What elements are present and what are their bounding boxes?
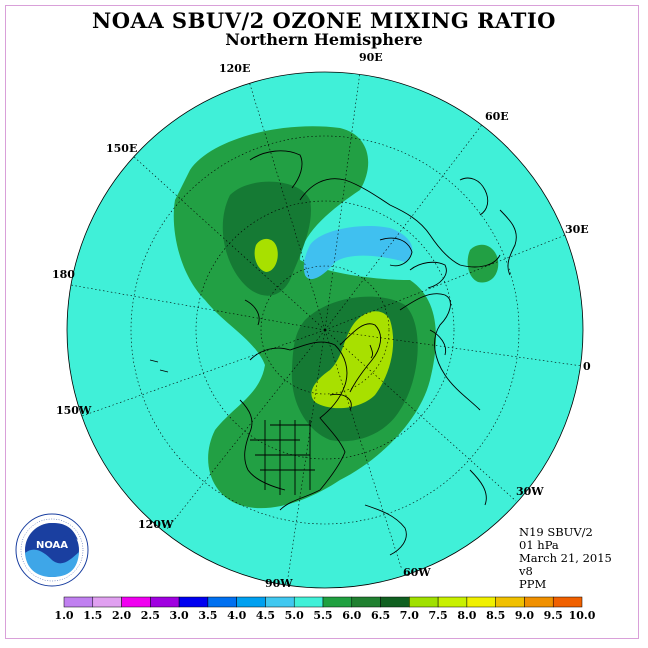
colorbar-swatch — [236, 596, 266, 608]
info-date: March 21, 2015 — [519, 551, 612, 565]
info-level: 01 hPa — [519, 538, 559, 552]
colorbar-tick-label: 5.0 — [285, 609, 304, 622]
graticule — [70, 72, 583, 585]
lon-label-30e: 30E — [565, 223, 589, 236]
colorbar-swatch — [495, 596, 525, 608]
colorbar-tick-label: 8.5 — [486, 609, 505, 622]
colorbar-tick-label: 9.5 — [544, 609, 563, 622]
colorbar-tick-label: 3.5 — [198, 609, 217, 622]
map-disk — [67, 72, 583, 588]
map-subtitle: Northern Hemisphere — [225, 30, 423, 49]
map-title: NOAA SBUV/2 OZONE MIXING RATIO — [92, 8, 556, 33]
colorbar-swatch — [380, 596, 410, 608]
info-units: PPM — [519, 577, 547, 591]
noaa-logo-text: NOAA — [36, 540, 68, 551]
colorbar-swatch — [121, 596, 151, 608]
info-block: N19 SBUV/2 01 hPa March 21, 2015 v8 PPM — [519, 526, 612, 591]
info-satellite: N19 SBUV/2 — [519, 525, 593, 539]
colorbar-tick-label: 4.0 — [227, 609, 246, 622]
colorbar-swatch — [322, 596, 353, 608]
colorbar-tick-label: 1.0 — [54, 609, 73, 622]
colorbar-tick-label: 10.0 — [569, 609, 596, 622]
lon-label-120w: 120W — [138, 518, 174, 531]
colorbar-tick-label: 7.0 — [400, 609, 419, 622]
lon-label-60w: 60W — [403, 566, 431, 579]
colorbar-swatch — [92, 596, 122, 608]
lon-label-60e: 60E — [485, 110, 509, 123]
colorbar-swatch — [409, 596, 439, 608]
colorbar-swatch — [293, 596, 324, 608]
colorbar-swatch — [150, 596, 180, 608]
colorbar-tick-label: 3.0 — [170, 609, 189, 622]
info-version: v8 — [519, 564, 533, 578]
colorbar-swatch — [207, 596, 237, 608]
field-max-atlantic — [311, 311, 394, 409]
map-border — [66, 71, 584, 589]
lon-label-150w: 150W — [56, 404, 92, 417]
colorbar-swatch — [552, 596, 583, 608]
page-frame — [5, 5, 639, 639]
lon-label-180: 180 — [52, 268, 75, 281]
lon-label-0: 0 — [583, 360, 591, 373]
field-green-east — [467, 244, 499, 283]
colorbar-tick-label: 9.0 — [515, 609, 534, 622]
colorbar-swatch — [63, 596, 94, 608]
field-max-asia — [254, 238, 278, 272]
colorbar: 1.0 1.5 2.0 2.5 3.0 3.5 4.0 4.5 5.0 5.5 6.0 6.5 7.0 7… — [54, 596, 596, 622]
colorbar-swatch — [178, 596, 209, 608]
colorbar-swatch — [466, 596, 496, 608]
lon-label-120e: 120E — [219, 62, 250, 75]
colorbar-tick-label: 2.5 — [141, 609, 160, 622]
colorbar-tick-label: 4.5 — [256, 609, 275, 622]
colorbar-swatch — [265, 596, 295, 608]
noaa-logo: NOAA — [15, 513, 89, 587]
longitude-labels: 90E 60E 30E 0 30W 60W 90W 120W 150W 180 … — [52, 51, 591, 590]
colorbar-swatch — [351, 596, 381, 608]
field-min-arctic — [303, 225, 413, 280]
colorbar-tick-label: 7.5 — [429, 609, 448, 622]
colorbar-tick-label: 6.0 — [342, 609, 361, 622]
colorbar-tick-label: 5.5 — [313, 609, 332, 622]
field-green-dark-asia — [222, 181, 311, 296]
colorbar-swatch — [437, 596, 468, 608]
lon-label-30w: 30W — [516, 485, 544, 498]
lon-label-150e: 150E — [106, 142, 137, 155]
colorbar-tick-label: 1.5 — [83, 609, 102, 622]
colorbar-tick-label: 6.5 — [371, 609, 390, 622]
colorbar-tick-label: 8.0 — [457, 609, 476, 622]
lon-label-90e: 90E — [359, 51, 383, 64]
colorbar-tick-label: 2.0 — [112, 609, 131, 622]
lon-label-90w: 90W — [265, 577, 293, 590]
coastlines — [149, 150, 517, 556]
colorbar-swatch — [524, 596, 554, 608]
